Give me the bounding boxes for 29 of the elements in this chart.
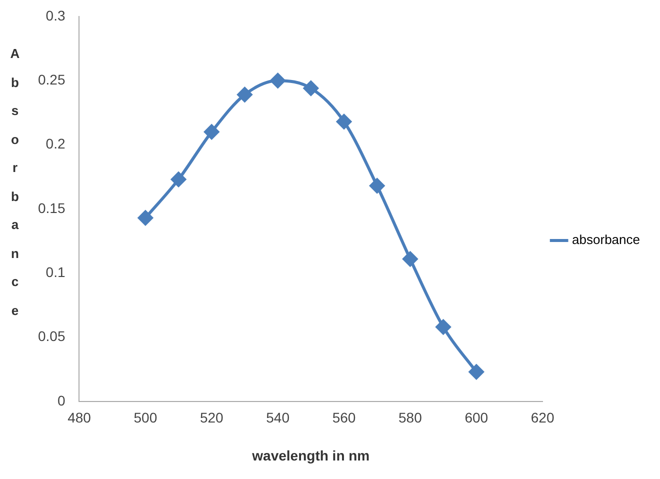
point xyxy=(237,87,252,102)
point xyxy=(303,80,318,96)
point xyxy=(436,319,451,334)
point xyxy=(336,114,352,130)
x-tick-label: 560 xyxy=(332,410,356,426)
y-tick-label: 0.15 xyxy=(38,200,66,216)
y-tick-label: 0 xyxy=(57,392,66,408)
y-tick-label: 0.05 xyxy=(38,328,66,344)
x-tick-label: 500 xyxy=(134,410,158,426)
x-tick-label: 620 xyxy=(530,410,554,426)
point xyxy=(370,178,385,194)
y-tick-label: 0.2 xyxy=(46,136,66,152)
y-tick-label: 0.3 xyxy=(46,7,66,24)
point xyxy=(138,210,153,226)
text: Absorbance xyxy=(10,46,20,318)
point xyxy=(270,73,286,88)
point xyxy=(204,124,220,140)
x-tick-label: 540 xyxy=(266,410,290,426)
x-tick-label: 600 xyxy=(464,410,488,426)
point xyxy=(402,251,418,266)
x-tick-label: 480 xyxy=(68,410,92,426)
y-tick-label: 0.25 xyxy=(38,71,66,88)
x-tick-label: 520 xyxy=(200,410,224,426)
point xyxy=(171,172,186,187)
y-tick-label: 0.1 xyxy=(46,264,66,280)
x-axis-title: wavelength in nm xyxy=(251,447,370,464)
point xyxy=(468,364,484,380)
legend-label: absorbance xyxy=(572,232,640,248)
x-tick-label: 580 xyxy=(398,410,422,426)
